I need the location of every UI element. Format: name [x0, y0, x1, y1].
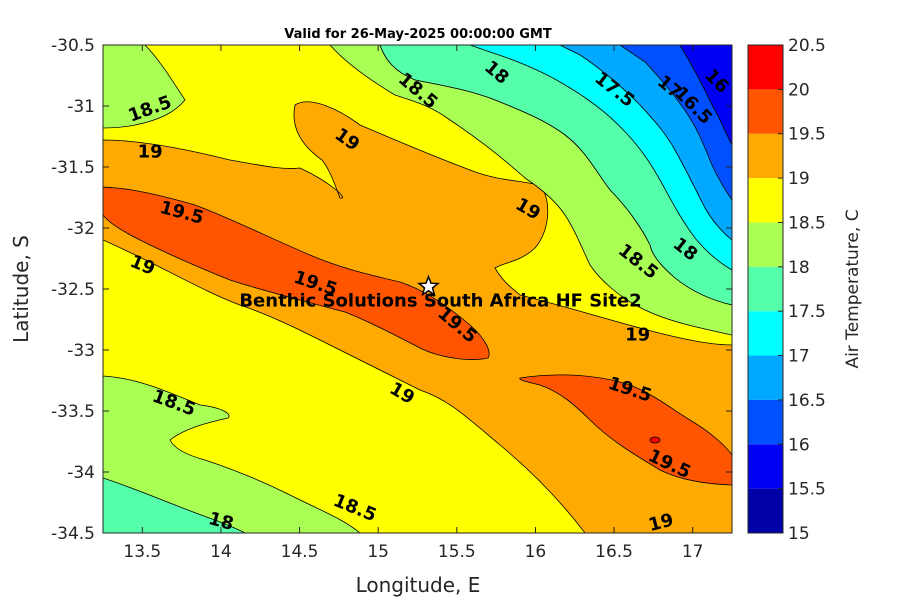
x-axis-label: Longitude, E	[356, 573, 481, 597]
colorbar-tick-label: 18.5	[788, 213, 826, 233]
x-tick-label: 16	[525, 542, 547, 562]
colorbar-tick-label: 18	[788, 258, 810, 278]
x-tick-label: 17	[682, 542, 704, 562]
y-tick-label: -33	[67, 341, 95, 361]
y-tick-label: -34.5	[51, 524, 95, 544]
chart-title: Valid for 26-May-2025 00:00:00 GMT	[284, 27, 552, 42]
colorbar-tick-label: 17.5	[788, 302, 826, 322]
x-axis-ticks: 13.5 14 14.5 15 15.5 16 16.5 17	[123, 45, 704, 562]
x-tick-label: 15.5	[438, 542, 476, 562]
colorbar-ticks: 15 15.5 16 16.5 17 17.5 18 18.5 19 19.5 20 20.5	[778, 36, 826, 544]
colorbar-tick-label: 19.5	[788, 125, 826, 145]
colorbar-tick-label: 16.5	[788, 391, 826, 411]
x-tick-label: 16.5	[595, 542, 633, 562]
colorbar-segment	[748, 45, 783, 90]
site-marker-group: Benthic Solutions South Africa HF Site2	[239, 274, 642, 312]
level-15.5-16-band	[679, 45, 732, 146]
colorbar-segment	[748, 266, 783, 312]
level-20-20.5-spot	[649, 436, 661, 444]
colorbar-segment	[748, 311, 783, 356]
level-19.5-20-west-band	[103, 186, 490, 360]
y-tick-label: -33.5	[51, 402, 95, 422]
site-label: Benthic Solutions South Africa HF Site2	[239, 291, 641, 312]
colorbar-tick-label: 20.5	[788, 36, 826, 56]
colorbar-segment	[748, 399, 783, 445]
colorbar-segment	[748, 222, 783, 267]
colorbar-tick-label: 20	[788, 80, 810, 100]
y-tick-label: -31	[67, 97, 95, 117]
level-18-18.5-sw-region	[103, 375, 361, 533]
colorbar-tick-label: 16	[788, 435, 810, 455]
level-19.5-20-east-blob	[519, 374, 732, 486]
x-tick-label: 14.5	[281, 542, 319, 562]
y-tick-label: -32	[67, 219, 95, 239]
y-axis-label: Latitude, S	[9, 235, 33, 343]
y-tick-label: -34	[67, 463, 95, 483]
star-icon	[416, 274, 441, 297]
colorbar-tick-label: 15.5	[788, 480, 826, 500]
colorbar-segment	[748, 444, 783, 489]
x-tick-label: 13.5	[123, 542, 161, 562]
colorbar-segment	[748, 488, 783, 533]
colorbar-label: Air Temperature, C	[843, 209, 863, 368]
colorbar-segment	[748, 355, 783, 400]
colorbar-tick-label: 15	[788, 524, 810, 544]
colorbar	[747, 44, 784, 534]
colorbar-segment	[748, 89, 783, 134]
colorbar-tick-label: 19	[788, 169, 810, 189]
colorbar-tick-label: 17	[788, 347, 810, 367]
contour-label: 19	[625, 324, 650, 345]
x-tick-label: 15	[367, 542, 389, 562]
colorbar-segment	[748, 133, 783, 179]
x-tick-label: 14	[210, 542, 232, 562]
y-tick-label: -30.5	[51, 36, 95, 56]
colorbar-frame	[747, 44, 784, 534]
y-tick-label: -32.5	[51, 280, 95, 300]
contour-label: 19	[138, 141, 163, 162]
level-17.5-18-sw-corner	[103, 477, 246, 533]
level-18-18.5-nw-region	[103, 45, 186, 129]
contour-fill-area	[103, 45, 732, 533]
colorbar-segment	[748, 178, 783, 223]
y-axis-ticks: -30.5 -31 -31.5 -32 -32.5 -33 -33.5 -34 -34.5	[51, 36, 732, 544]
y-tick-label: -31.5	[51, 158, 95, 178]
